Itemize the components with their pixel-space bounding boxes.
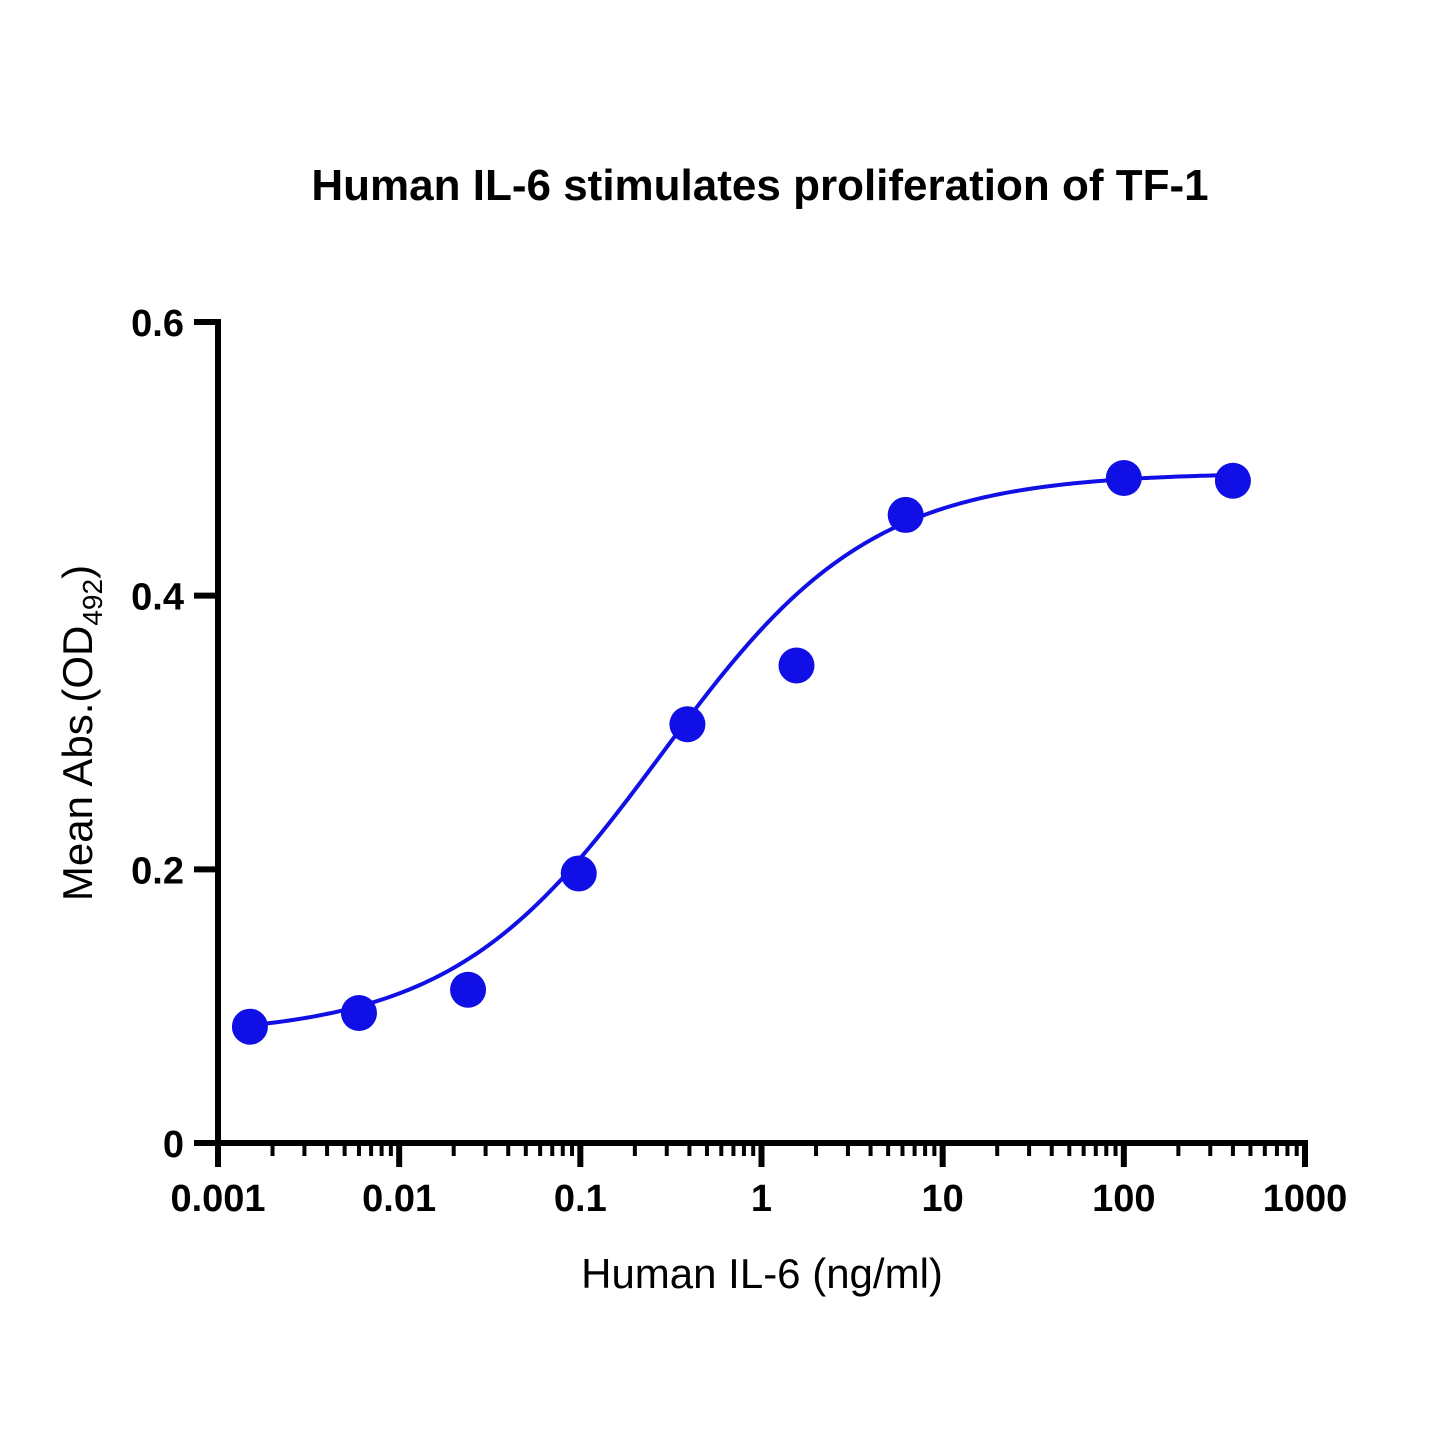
x-tick-label: 0.1 bbox=[554, 1178, 607, 1220]
chart-title: Human IL-6 stimulates proliferation of T… bbox=[311, 161, 1208, 210]
x-tick-label: 0.01 bbox=[362, 1178, 436, 1220]
x-tick-label: 1000 bbox=[1263, 1178, 1348, 1220]
y-tick-label: 0.6 bbox=[131, 303, 184, 345]
data-point bbox=[231, 1008, 268, 1045]
data-point bbox=[669, 706, 706, 743]
fit-curve-layer bbox=[249, 472, 1233, 1028]
data-point bbox=[560, 855, 597, 892]
y-axis-label: Mean Abs.(OD492) bbox=[54, 565, 108, 901]
x-tick-label: 10 bbox=[922, 1178, 964, 1220]
x-ticks: 0.001 0.01 0.1 1 10 100 1000 bbox=[170, 1143, 1347, 1220]
x-tick-label: 100 bbox=[1092, 1178, 1155, 1220]
y-tick-label: 0.4 bbox=[131, 577, 184, 619]
data-points-layer bbox=[231, 459, 1251, 1045]
axes bbox=[215, 319, 1308, 1146]
data-point bbox=[340, 995, 377, 1032]
data-point bbox=[887, 496, 924, 533]
data-point bbox=[778, 647, 815, 684]
y-ticks: 0 0.2 0.4 0.6 bbox=[131, 303, 218, 1166]
data-point bbox=[1105, 459, 1142, 496]
x-tick-label: 0.001 bbox=[170, 1178, 265, 1220]
y-tick-label: 0 bbox=[163, 1124, 184, 1166]
x-axis-label: Human IL-6 (ng/ml) bbox=[581, 1250, 943, 1297]
y-axis-label-close: ) bbox=[54, 565, 101, 579]
fit-curve bbox=[249, 472, 1233, 1028]
x-tick-label: 1 bbox=[751, 1178, 772, 1220]
y-axis-label-main: Mean Abs.(OD bbox=[54, 626, 101, 901]
y-axis-label-subscript: 492 bbox=[77, 579, 108, 626]
data-point bbox=[450, 971, 487, 1008]
y-tick-label: 0.2 bbox=[131, 850, 184, 892]
data-point bbox=[1214, 462, 1251, 499]
